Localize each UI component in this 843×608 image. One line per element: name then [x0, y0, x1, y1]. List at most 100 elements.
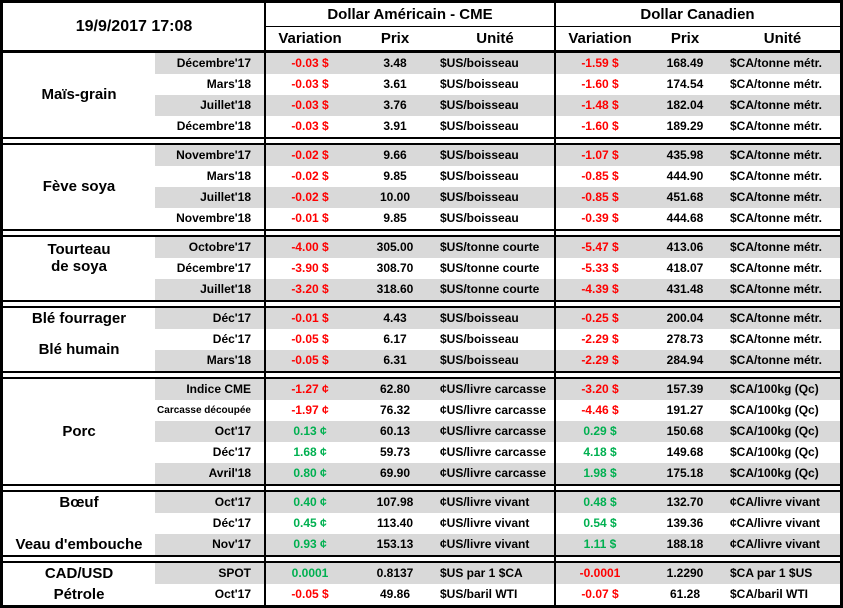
ca-variation-cell: -0.0001 [579, 566, 621, 580]
ca-variation-cell: -4.46 $ [581, 403, 619, 417]
us-unit-cell: $US/boisseau [440, 148, 519, 162]
us-price-cell: 113.40 [376, 516, 414, 530]
us-unit-cell: $US/boisseau [440, 353, 519, 367]
section-divider-line [264, 3, 266, 605]
us-price-cell: 49.86 [379, 587, 411, 601]
ca-variation-cell: -2.29 $ [581, 332, 619, 346]
ca-unit-cell: $CA/100kg (Qc) [730, 445, 819, 459]
ca-unit-cell: ¢CA/livre vivant [730, 516, 821, 530]
ca-price-cell: 189.29 [666, 119, 704, 133]
commodity-label: CAD/USD [44, 564, 114, 582]
ca-price-cell: 150.68 [666, 424, 704, 438]
ca-variation-cell: 4.18 $ [583, 445, 617, 459]
ca-unit-cell: $CA/tonne métr. [730, 119, 823, 133]
us-unit-cell: $US/baril WTI [440, 587, 518, 601]
month-cell: Décembre'18 [176, 119, 251, 133]
ca-unit-column-header: Unité [763, 30, 802, 47]
ca-price-cell: 188.18 [666, 537, 704, 551]
section-divider-line [554, 3, 556, 605]
commodity-label: Blé fourrager [31, 309, 127, 327]
us-variation-cell: 0.40 ¢ [293, 495, 327, 509]
ca-price-cell: 200.04 [666, 311, 704, 325]
ca-price-cell: 284.94 [666, 353, 704, 367]
ca-unit-cell: $CA/100kg (Qc) [730, 403, 819, 417]
table-row: Juillet'18 -0.02 $ 10.00 $US/boisseau -0.85 … [155, 187, 840, 208]
ca-variation-cell: -2.29 $ [581, 353, 619, 367]
ca-variation-cell: -1.07 $ [581, 148, 619, 162]
ca-variation-cell: -1.48 $ [581, 98, 619, 112]
us-variation-cell: -3.90 $ [291, 261, 329, 275]
table-row: Novembre'18 -0.01 $ 9.85 $US/boisseau -0.39 … [155, 208, 840, 229]
us-variation-cell: -0.03 $ [291, 56, 329, 70]
ca-price-cell: 451.68 [666, 190, 704, 204]
commodity-label: Bœuf [59, 493, 99, 511]
us-unit-cell: $US/boisseau [440, 211, 519, 225]
table-row: Décembre'17 -3.90 $ 308.70 $US/tonne courte… [155, 258, 840, 279]
ca-variation-cell: 0.54 $ [583, 516, 617, 530]
ca-variation-cell: 1.98 $ [583, 466, 617, 480]
us-price-cell: 308.70 [376, 261, 414, 275]
commodity-label: Veau d'embouche [15, 535, 143, 553]
us-variation-cell: 0.80 ¢ [293, 466, 327, 480]
ca-unit-cell: $CA/tonne métr. [730, 190, 823, 204]
ca-price-cell: 174.54 [666, 77, 704, 91]
ca-variation-column-header: Variation [568, 30, 632, 47]
us-unit-cell: $US/tonne courte [440, 240, 540, 254]
ca-variation-cell: -0.85 $ [581, 190, 619, 204]
commodity-group: Maïs-grain Décembre'17 -0.03 $ 3.48 $US/bois… [3, 53, 840, 137]
us-unit-cell: ¢US/livre vivant [440, 537, 530, 551]
ca-price-cell: 139.36 [666, 516, 704, 530]
us-unit-cell: $US/boisseau [440, 311, 519, 325]
ca-price-cell: 157.39 [666, 382, 704, 396]
ca-unit-cell: ¢CA/livre vivant [730, 537, 821, 551]
table-row: Oct'17 0.40 ¢ 107.98 ¢US/livre vivant 0.48 $… [155, 492, 840, 513]
group-divider [3, 300, 840, 308]
us-unit-cell: ¢US/livre carcasse [440, 382, 547, 396]
month-cell: Juillet'18 [200, 282, 251, 296]
us-variation-cell: 0.45 ¢ [293, 516, 327, 530]
month-cell: Novembre'17 [176, 148, 251, 162]
ca-price-cell: 132.70 [666, 495, 704, 509]
commodity-group: Tourteau de soya Octobre'17 -4.00 $ 305.00 $U… [3, 237, 840, 300]
us-unit-cell: ¢US/livre carcasse [440, 403, 547, 417]
us-variation-cell: -0.05 $ [291, 332, 329, 346]
ca-price-column-header: Prix [670, 30, 700, 47]
table-row: Déc'17 -0.05 $ 6.17 $US/boisseau -2.29 $ 278.… [155, 329, 840, 350]
us-price-cell: 0.8137 [376, 566, 414, 580]
commodity-group: Porc Indice CME -1.27 ¢ 62.80 ¢US/livre carc… [3, 379, 840, 484]
us-price-column-header: Prix [380, 30, 410, 47]
month-cell: Juillet'18 [200, 98, 251, 112]
us-variation-cell: -3.20 $ [291, 282, 329, 296]
ca-unit-cell: $CA/tonne métr. [730, 261, 823, 275]
month-cell: Oct'17 [214, 495, 251, 509]
month-cell: Mars'18 [206, 77, 251, 91]
commodity-label: Pétrole [53, 585, 105, 603]
table-row: Mars'18 -0.02 $ 9.85 $US/boisseau -0.85 $ 444… [155, 166, 840, 187]
month-cell: Oct'17 [214, 587, 251, 601]
us-price-cell: 6.31 [383, 353, 407, 367]
us-unit-cell: $US/boisseau [440, 98, 519, 112]
timestamp: 19/9/2017 17:08 [75, 17, 193, 35]
us-price-cell: 3.61 [383, 77, 407, 91]
us-unit-cell: $US/boisseau [440, 332, 519, 346]
ca-variation-cell: 0.48 $ [583, 495, 617, 509]
ca-price-cell: 278.73 [666, 332, 704, 346]
table-row: Nov'17 0.93 ¢ 153.13 ¢US/livre vivant 1.11 $… [155, 534, 840, 555]
ca-price-cell: 444.68 [666, 211, 704, 225]
us-variation-cell: -0.02 $ [291, 169, 329, 183]
commodity-group: Blé fourrager Blé humain Déc'17 -0.01 $ 4.43… [3, 308, 840, 371]
us-variation-cell: -4.00 $ [291, 240, 329, 254]
ca-price-cell: 444.90 [666, 169, 704, 183]
ca-unit-cell: $CA/tonne métr. [730, 211, 823, 225]
us-unit-cell: $US/boisseau [440, 56, 519, 70]
us-variation-cell: -0.05 $ [291, 587, 329, 601]
ca-unit-cell: $CA/100kg (Qc) [730, 382, 819, 396]
us-price-cell: 62.80 [379, 382, 411, 396]
table-row: Déc'17 0.45 ¢ 113.40 ¢US/livre vivant 0.54 $… [155, 513, 840, 534]
us-unit-column-header: Unité [476, 30, 514, 47]
month-cell: Indice CME [186, 382, 251, 396]
group-divider [3, 229, 840, 237]
us-price-cell: 318.60 [376, 282, 414, 296]
us-variation-cell: -0.02 $ [291, 190, 329, 204]
